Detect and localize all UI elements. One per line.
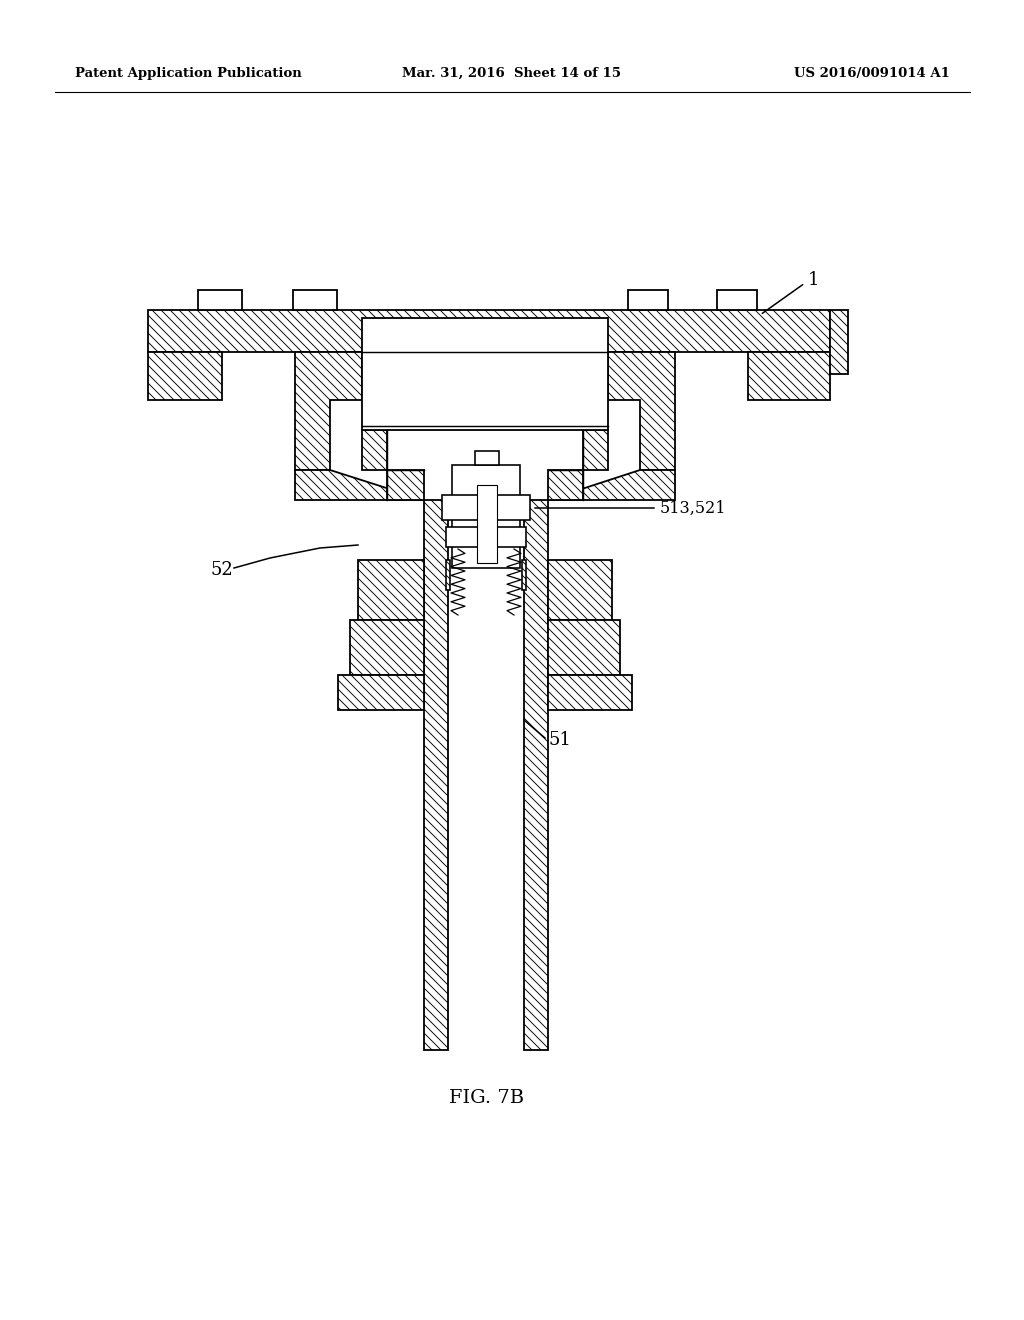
Bar [475, 451, 499, 465]
Text: US 2016/0091014 A1: US 2016/0091014 A1 [795, 66, 950, 79]
Polygon shape [548, 675, 632, 710]
Bar [477, 484, 497, 564]
Polygon shape [362, 430, 387, 470]
Text: Patent Application Publication: Patent Application Publication [75, 66, 302, 79]
Bar [717, 290, 757, 310]
Bar [446, 527, 526, 546]
Polygon shape [148, 310, 830, 352]
Polygon shape [522, 560, 526, 590]
Bar [362, 318, 608, 430]
Polygon shape [338, 675, 424, 710]
Polygon shape [446, 560, 450, 590]
Text: 51: 51 [548, 731, 570, 748]
Polygon shape [387, 470, 424, 500]
Text: FIG. 7B: FIG. 7B [450, 1089, 524, 1107]
Polygon shape [524, 500, 548, 1049]
Text: 1: 1 [808, 271, 819, 289]
Polygon shape [548, 560, 612, 620]
Bar [628, 290, 668, 310]
Polygon shape [350, 620, 424, 675]
Polygon shape [608, 352, 675, 470]
Polygon shape [295, 470, 424, 500]
Polygon shape [583, 430, 608, 470]
Bar [293, 290, 337, 310]
Polygon shape [548, 470, 583, 500]
Polygon shape [358, 560, 424, 620]
Text: 513,521: 513,521 [660, 499, 726, 516]
Bar [442, 495, 530, 520]
Polygon shape [148, 352, 222, 400]
Bar [452, 465, 520, 568]
Polygon shape [830, 310, 848, 374]
Polygon shape [548, 620, 620, 675]
Polygon shape [748, 352, 830, 400]
Polygon shape [295, 352, 362, 470]
Polygon shape [548, 470, 675, 500]
Text: 52: 52 [210, 561, 233, 579]
Polygon shape [424, 500, 449, 1049]
Bar [198, 290, 242, 310]
Text: Mar. 31, 2016  Sheet 14 of 15: Mar. 31, 2016 Sheet 14 of 15 [402, 66, 622, 79]
